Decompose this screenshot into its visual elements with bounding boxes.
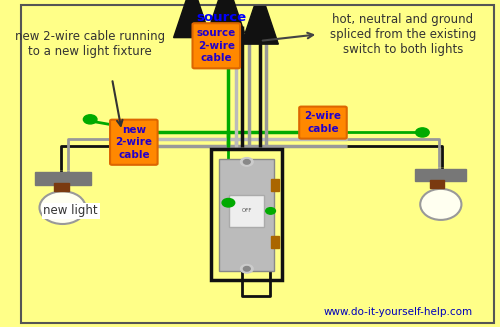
Circle shape [240,265,253,273]
Bar [230,195,264,227]
Text: new 2-wire cable running
to a new light fixture: new 2-wire cable running to a new light … [15,30,165,58]
Circle shape [266,208,276,214]
Bar [36,172,91,185]
Ellipse shape [40,191,86,224]
FancyBboxPatch shape [192,23,240,68]
Text: source: source [196,11,246,25]
Text: www.do-it-yourself-help.com: www.do-it-yourself-help.com [324,307,472,317]
Bar [54,183,70,191]
Polygon shape [174,0,210,38]
Text: hot, neutral and ground
spliced from the existing
switch to both lights: hot, neutral and ground spliced from the… [330,13,476,56]
Bar [270,179,280,191]
Text: new light: new light [44,204,98,217]
Circle shape [244,160,250,164]
Bar [415,169,466,181]
Polygon shape [208,0,244,33]
Text: OFF: OFF [242,208,252,214]
FancyBboxPatch shape [299,107,346,139]
Text: 2-wire
cable: 2-wire cable [304,112,342,134]
FancyBboxPatch shape [110,120,158,165]
Circle shape [240,158,253,166]
Bar [270,236,280,248]
Circle shape [244,267,250,271]
Polygon shape [242,7,279,44]
Bar [212,149,282,280]
Bar [430,180,444,188]
Circle shape [222,198,234,207]
Circle shape [416,128,429,137]
Ellipse shape [420,189,462,220]
Text: new
2-wire
cable: new 2-wire cable [116,125,152,160]
Bar [218,159,274,271]
Text: source
2-wire
cable: source 2-wire cable [196,28,236,63]
Text: new light: new light [44,204,98,217]
Circle shape [84,115,97,124]
